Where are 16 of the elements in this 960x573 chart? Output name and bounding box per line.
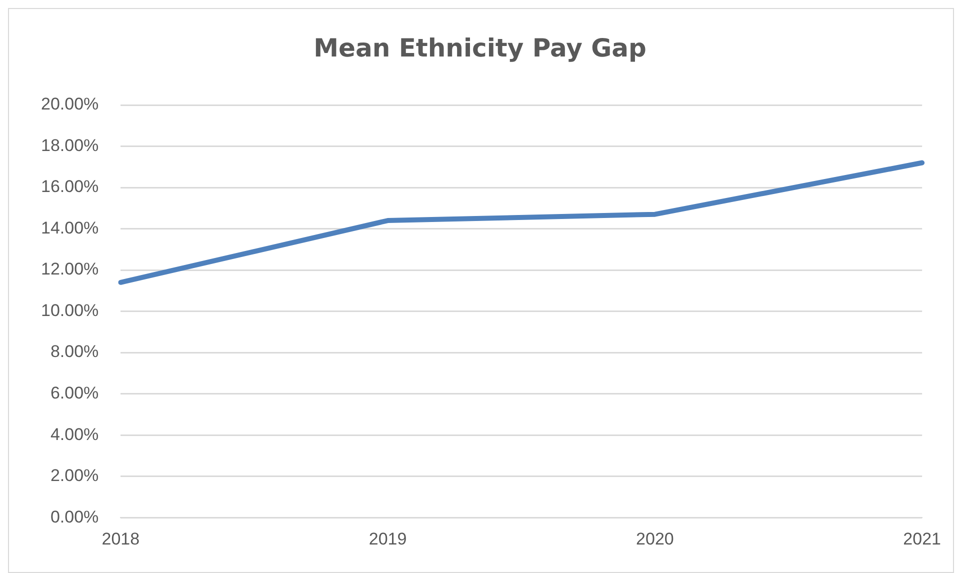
y-tick-label: 4.00%: [50, 424, 99, 444]
x-tick-label: 2019: [368, 529, 407, 548]
y-tick-label: 6.00%: [50, 384, 99, 403]
x-tick-label: 2020: [636, 529, 674, 548]
chart-title: Mean Ethnicity Pay Gap: [314, 34, 646, 62]
y-tick-label: 12.00%: [40, 260, 99, 279]
y-tick-label: 14.00%: [40, 218, 99, 238]
y-tick-label: 0.00%: [50, 507, 99, 526]
x-tick-label: 2021: [903, 529, 942, 548]
y-tick-label: 16.00%: [40, 177, 99, 196]
y-tick-label: 8.00%: [50, 342, 99, 362]
y-tick-label: 20.00%: [40, 94, 99, 114]
y-tick-label: 10.00%: [40, 300, 99, 320]
y-tick-label: 2.00%: [50, 466, 99, 486]
y-tick-label: 18.00%: [40, 136, 99, 155]
x-tick-label: 2018: [102, 529, 140, 548]
